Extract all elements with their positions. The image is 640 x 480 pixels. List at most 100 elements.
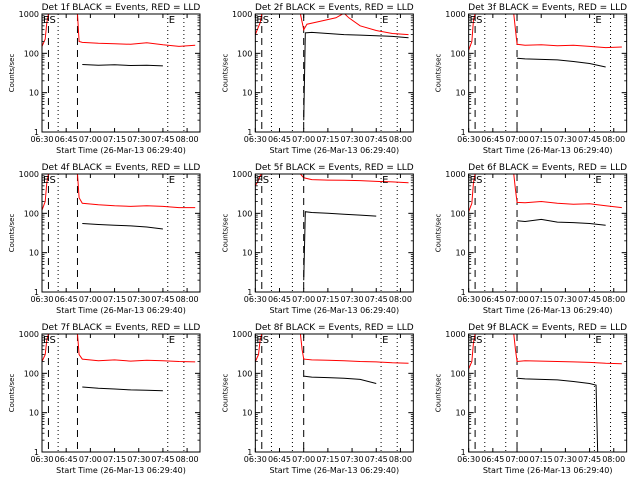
y-axis-label: Counts/sec [8, 54, 16, 93]
x-tick-label: 06:30 [30, 135, 53, 144]
y-tick-label: 100 [24, 49, 39, 58]
x-tick-label: 07:00 [505, 135, 528, 144]
y-tick-label: 10 [455, 89, 465, 98]
x-tick-label: 08:00 [602, 295, 625, 304]
y-tick-label: 1000 [232, 10, 252, 19]
x-axis-label: Start Time (26-Mar-13 06:29:40) [483, 146, 613, 155]
event-marker: E [595, 175, 601, 186]
event-marker: S [476, 175, 482, 186]
x-tick-label: 07:15 [103, 295, 126, 304]
panel-5: Det 5f BLACK = Events, RED = LLD 06:30 06:… [221, 163, 414, 315]
panel-title: Det 1f BLACK = Events, RED = LLD [42, 3, 201, 13]
y-tick-label: 100 [450, 369, 465, 378]
y-tick-label: 1000 [19, 330, 39, 339]
x-tick-label: 07:30 [554, 455, 577, 464]
y-tick-label: 100 [450, 49, 465, 58]
x-tick-label: 07:00 [292, 455, 315, 464]
event-marker: E [382, 15, 388, 26]
event-marker: E [470, 15, 476, 26]
event-marker: E [256, 175, 262, 186]
event-marker: S [263, 15, 269, 26]
events-line [82, 223, 163, 230]
x-tick-label: 07:30 [341, 295, 364, 304]
x-tick-label: 06:30 [244, 135, 267, 144]
panel-title: Det 6f BLACK = Events, RED = LLD [468, 163, 627, 173]
plot-frame [254, 173, 414, 293]
x-tick-label: 07:00 [292, 135, 315, 144]
event-marker: E [43, 175, 49, 186]
panel-title: Det 8f BLACK = Events, RED = LLD [255, 323, 414, 333]
y-tick-label: 10 [29, 409, 39, 418]
panel-title: Det 3f BLACK = Events, RED = LLD [468, 3, 627, 13]
x-tick-label: 07:15 [530, 455, 553, 464]
y-tick-label: 1000 [232, 170, 252, 179]
lld-line [42, 174, 196, 211]
event-marker: S [263, 335, 269, 346]
y-tick-label: 1 [247, 128, 252, 137]
x-tick-label: 07:45 [365, 135, 388, 144]
y-axis-label: Counts/sec [435, 214, 443, 253]
event-marker: S [263, 175, 269, 186]
event-marker: E [595, 15, 601, 26]
plot-frame [468, 173, 628, 293]
x-tick-label: 07:15 [530, 295, 553, 304]
plot-frame [468, 333, 628, 453]
x-tick-label: 06:45 [55, 135, 78, 144]
panel-6: Det 6f BLACK = Events, RED = LLD 06:30 06:… [435, 163, 628, 315]
y-axis-label: Counts/sec [435, 54, 443, 93]
x-axis-label: Start Time (26-Mar-13 06:29:40) [270, 466, 400, 475]
panel-9: Det 9f BLACK = Events, RED = LLD 06:30 06:… [435, 323, 628, 475]
x-tick-label: 07:00 [505, 455, 528, 464]
y-axis-label: Counts/sec [8, 214, 16, 253]
x-tick-label: 06:30 [244, 295, 267, 304]
lld-line [468, 334, 622, 370]
event-marker: E [169, 15, 175, 26]
y-tick-label: 10 [29, 89, 39, 98]
x-tick-label: 07:45 [365, 455, 388, 464]
x-tick-label: 07:45 [578, 135, 601, 144]
x-tick-label: 07:00 [79, 455, 102, 464]
x-tick-label: 06:30 [244, 455, 267, 464]
x-tick-label: 07:15 [316, 135, 339, 144]
x-tick-label: 07:45 [151, 135, 174, 144]
x-tick-label: 06:45 [55, 455, 78, 464]
y-axis-label: Counts/sec [8, 374, 16, 413]
y-tick-label: 1 [461, 288, 466, 297]
x-tick-label: 07:45 [578, 295, 601, 304]
x-tick-label: 07:00 [292, 295, 315, 304]
y-tick-label: 1000 [445, 170, 465, 179]
event-marker: E [43, 335, 49, 346]
x-tick-label: 06:30 [30, 455, 53, 464]
event-marker: E [470, 335, 476, 346]
y-tick-label: 1 [34, 448, 39, 457]
panel-8: Det 8f BLACK = Events, RED = LLD 06:30 06:… [221, 323, 414, 475]
x-tick-label: 07:15 [316, 295, 339, 304]
y-tick-label: 1 [34, 288, 39, 297]
lld-line [255, 334, 409, 364]
plot-frame [254, 13, 414, 133]
x-axis-label: Start Time (26-Mar-13 06:29:40) [483, 306, 613, 315]
events-line [517, 218, 606, 226]
x-tick-label: 06:45 [268, 295, 291, 304]
x-tick-label: 08:00 [176, 455, 199, 464]
x-tick-label: 06:45 [55, 295, 78, 304]
y-tick-label: 1 [461, 448, 466, 457]
x-tick-label: 07:30 [127, 295, 150, 304]
event-marker: S [476, 15, 482, 26]
x-tick-label: 07:30 [554, 295, 577, 304]
x-tick-label: 07:15 [530, 135, 553, 144]
y-tick-label: 1 [247, 288, 252, 297]
x-tick-label: 07:15 [103, 455, 126, 464]
plot-frame [41, 333, 201, 453]
x-tick-label: 07:30 [127, 135, 150, 144]
events-line [82, 64, 163, 67]
x-axis-label: Start Time (26-Mar-13 06:29:40) [483, 466, 613, 475]
x-tick-label: 07:45 [151, 295, 174, 304]
y-tick-label: 1000 [445, 330, 465, 339]
plot-frame [468, 13, 628, 133]
y-tick-label: 10 [242, 249, 252, 258]
event-marker: E [256, 15, 262, 26]
x-tick-label: 06:30 [457, 455, 480, 464]
event-marker: E [43, 15, 49, 26]
